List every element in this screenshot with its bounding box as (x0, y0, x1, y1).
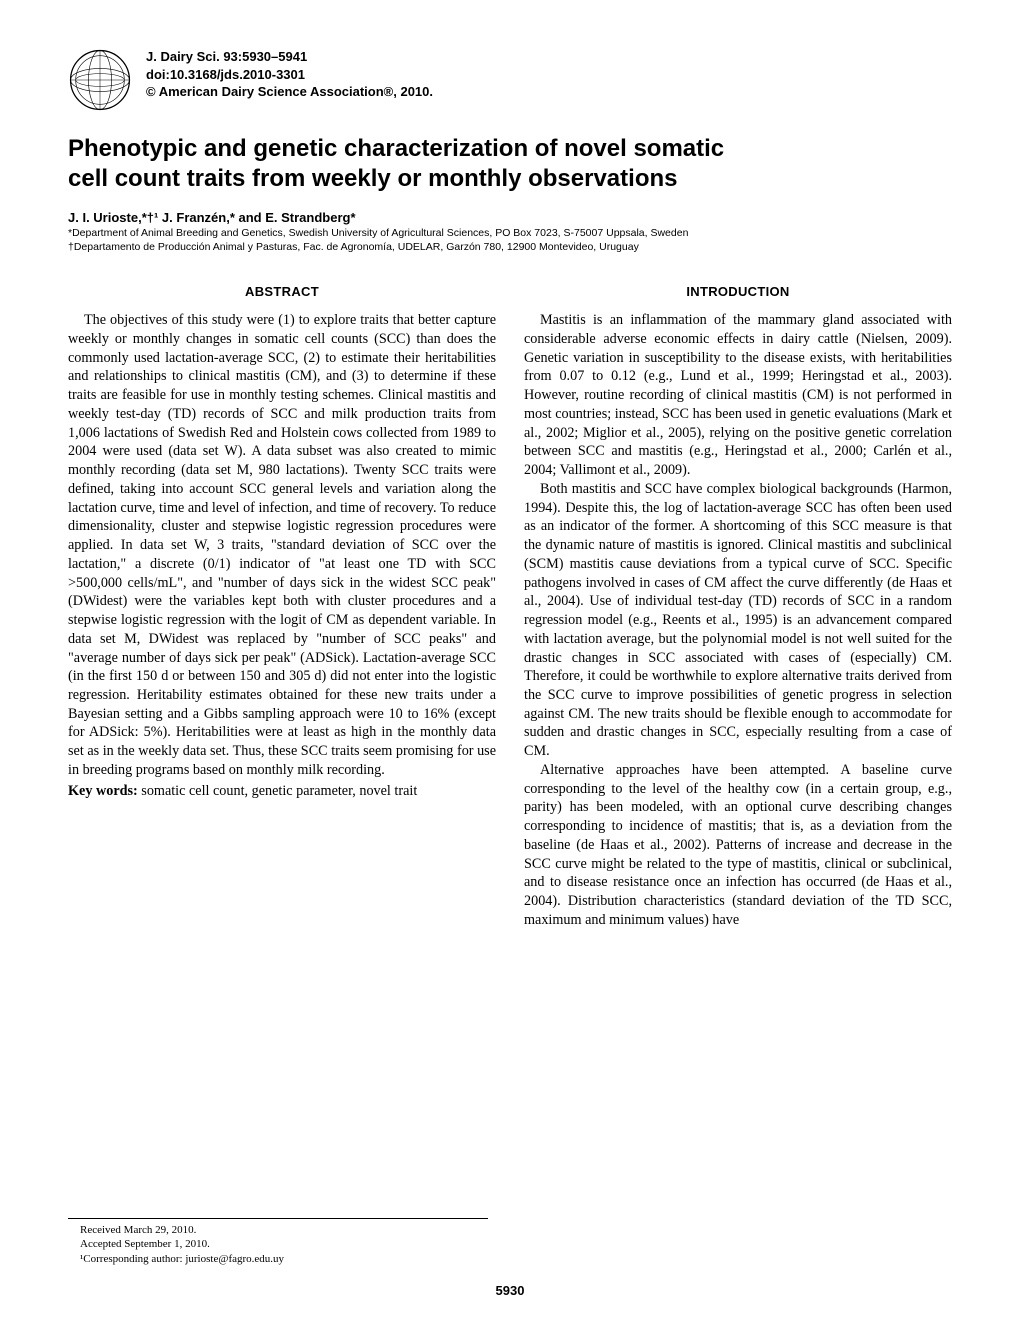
footnote-accepted: Accepted September 1, 2010. (68, 1237, 488, 1251)
journal-logo-icon (68, 48, 132, 112)
article-title: Phenotypic and genetic characterization … (68, 134, 952, 194)
left-column: ABSTRACT The objectives of this study we… (68, 284, 496, 929)
journal-citation: J. Dairy Sci. 93:5930–5941 (146, 48, 433, 66)
journal-copyright: © American Dairy Science Association®, 2… (146, 83, 433, 101)
intro-paragraph-3: Alternative approaches have been attempt… (524, 761, 952, 930)
footnotes: Received March 29, 2010. Accepted Septem… (68, 1218, 488, 1266)
intro-paragraph-2: Both mastitis and SCC have complex biolo… (524, 480, 952, 761)
title-line-2: cell count traits from weekly or monthly… (68, 165, 677, 192)
title-line-1: Phenotypic and genetic characterization … (68, 135, 724, 162)
journal-header: J. Dairy Sci. 93:5930–5941 doi:10.3168/j… (68, 48, 952, 112)
introduction-heading: INTRODUCTION (524, 284, 952, 299)
affiliation-2: †Departamento de Producción Animal y Pas… (68, 241, 952, 255)
abstract-heading: ABSTRACT (68, 284, 496, 299)
keywords-text: somatic cell count, genetic parameter, n… (138, 783, 418, 799)
footnote-corresponding: ¹Corresponding author: jurioste@fagro.ed… (68, 1252, 488, 1266)
page-number: 5930 (0, 1283, 1020, 1298)
affiliations: *Department of Animal Breeding and Genet… (68, 227, 952, 254)
keywords-label: Key words: (68, 783, 138, 799)
right-column: INTRODUCTION Mastitis is an inflammation… (524, 284, 952, 929)
abstract-paragraph: The objectives of this study were (1) to… (68, 311, 496, 779)
intro-paragraph-1: Mastitis is an inflammation of the mamma… (524, 311, 952, 480)
affiliation-1: *Department of Animal Breeding and Genet… (68, 227, 952, 241)
footnote-received: Received March 29, 2010. (68, 1223, 488, 1237)
journal-doi: doi:10.3168/jds.2010-3301 (146, 66, 433, 84)
keywords: Key words: somatic cell count, genetic p… (68, 782, 496, 801)
journal-info: J. Dairy Sci. 93:5930–5941 doi:10.3168/j… (146, 48, 433, 101)
authors: J. I. Urioste,*†¹ J. Franzén,* and E. St… (68, 210, 952, 225)
content-columns: ABSTRACT The objectives of this study we… (68, 284, 952, 929)
